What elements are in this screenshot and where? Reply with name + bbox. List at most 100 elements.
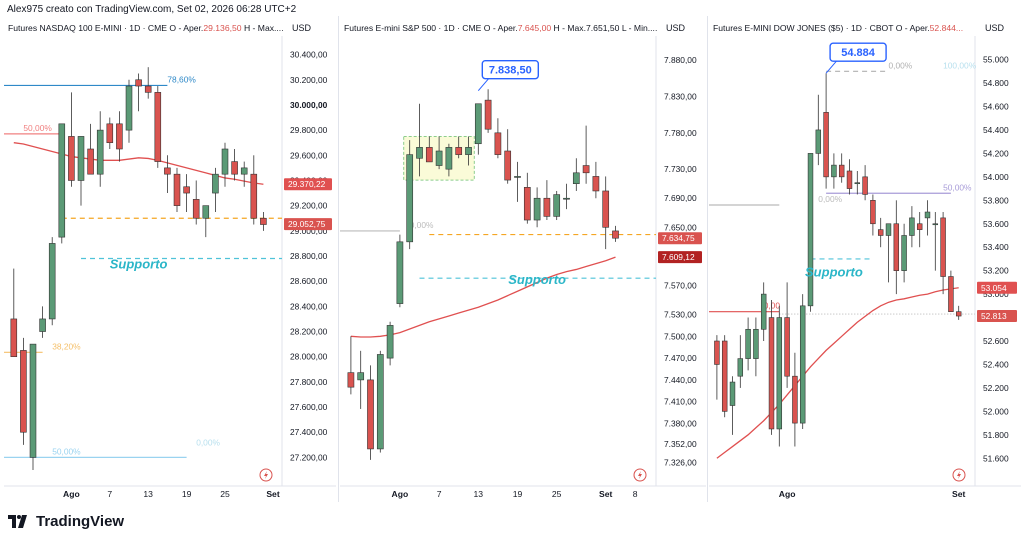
candle-body [164,167,171,175]
candle-body [870,200,876,225]
candle-body [106,123,114,144]
candle [68,92,75,187]
y-tick-label: 52.600 [983,336,1009,346]
y-tick-label: 7.780,00 [664,128,697,138]
candle [494,118,502,159]
candle-body [815,129,822,154]
candle [154,86,162,168]
y-tick-label: 27.600,00 [290,402,328,412]
candle-body [435,150,443,166]
candle [846,159,853,195]
candle-body [504,150,512,181]
tradingview-logo[interactable]: TradingView [8,513,124,530]
candle-body [376,354,384,450]
chart-svg-dow[interactable]: Futures E-MINI DOW JONES ($5) · 1D · CBO… [709,16,1021,502]
currency-label: USD [292,23,312,33]
panel-divider [707,16,708,502]
price-tag-bg [977,281,1017,294]
x-tick-label: 19 [182,489,192,499]
candle-body [784,317,790,377]
candle [435,136,443,170]
y-tick-label: 29.000,00 [290,226,328,236]
candle [924,200,931,236]
candle [231,149,238,181]
x-tick-label: Set [952,489,966,499]
price-tag-text: 53.054 [981,283,1007,293]
y-tick-label: 54.400 [983,125,1009,135]
price-tag-bg [284,218,332,231]
level-label: 0,00% [818,194,842,204]
price-tag-bg [658,251,702,264]
candle-body [916,223,923,230]
candle [144,67,152,99]
candle [745,317,751,371]
chart-panel-sp500[interactable]: Futures E-mini S&P 500 · 1D · CME O - Ap… [340,16,706,502]
price-callout: 7.838,50 [477,59,540,92]
currency-label: USD [985,23,1005,33]
y-tick-label: 7.500,00 [664,331,697,341]
chart-title-open: 7.645,00 [518,23,552,33]
y-tick-label: 7.690,00 [664,193,697,203]
chart-panel-dow[interactable]: Futures E-MINI DOW JONES ($5) · 1D · CBO… [709,16,1021,502]
candle-body [494,132,502,155]
candle-body [367,379,374,450]
candle [39,306,46,338]
candle-body [154,92,162,162]
candle [183,174,190,212]
price-tag-text: 7.609,12 [662,252,695,262]
candle [553,190,561,221]
candle [347,336,355,395]
annotation-supporto: Supporto [110,257,168,272]
y-tick-label: 27.800,00 [290,377,328,387]
candle-body [893,223,900,271]
callout-text: 54.884 [841,47,876,59]
y-tick-label: 54.600 [983,101,1009,111]
candle-body [144,85,152,93]
candle [416,103,423,177]
lightning-icon [633,468,647,482]
y-tick-label: 52.200 [983,383,1009,393]
x-tick-label: 7 [437,489,442,499]
y-tick-label: 28.200,00 [290,327,328,337]
candle [563,183,570,210]
y-tick-label: 30.400,00 [290,50,328,60]
y-tick-label: 52.000 [983,406,1009,416]
candle-body [386,325,394,359]
candle-body [714,340,720,365]
chart-title-rest: H - Max.... [242,23,284,33]
candle [955,305,962,320]
chart-title-open: 29.136,50 [203,23,241,33]
price-tag-bg [977,310,1017,323]
y-tick-label: 28.800,00 [290,251,328,261]
chart-svg-sp500[interactable]: Futures E-mini S&P 500 · 1D · CME O - Ap… [340,16,706,502]
candle [58,123,66,244]
y-tick-label: 7.880,00 [664,55,697,65]
candle-body [347,372,355,388]
candle-body [212,173,219,194]
currency-label: USD [666,23,686,33]
candle-body [901,235,907,271]
y-tick-label: 7.440,00 [664,375,697,385]
candle-body [96,129,104,175]
lightning-icon-ring [633,468,647,482]
candle-body [116,123,123,150]
price-tag-text: 52.813 [981,311,1007,321]
candle-body [737,358,744,377]
candle [240,161,248,187]
candle [543,180,551,221]
y-tick-label: 54.000 [983,172,1009,182]
candle [10,268,18,358]
candle [815,94,822,166]
chart-panel-nasdaq[interactable]: Futures NASDAQ 100 E-MINI · 1D · CME O -… [4,16,336,502]
lightning-icon-bolt [264,471,268,479]
chart-svg-nasdaq[interactable]: Futures NASDAQ 100 E-MINI · 1D · CME O -… [4,16,336,502]
candle [831,153,837,189]
candle [854,170,861,195]
candle [753,317,759,377]
candle [901,223,907,283]
x-tick-label: 19 [513,489,523,499]
candle-body [221,148,229,175]
annotation-supporto: Supporto [508,272,566,287]
lightning-icon [259,468,273,482]
candle-body [240,167,248,175]
